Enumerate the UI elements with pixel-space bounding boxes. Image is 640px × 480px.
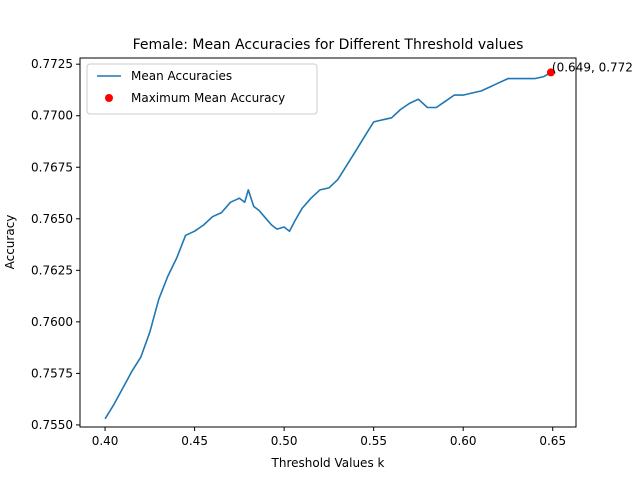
y-axis-label: Accuracy xyxy=(3,215,17,270)
y-tick-label: 0.7700 xyxy=(31,109,73,123)
legend-frame xyxy=(86,63,318,115)
series-line-mean-accuracies xyxy=(104,71,552,420)
x-tick-label: 0.50 xyxy=(271,434,298,448)
plot-area: (0.649, 0.772 xyxy=(79,57,633,428)
x-tick-label: 0.55 xyxy=(360,434,387,448)
legend-label-maximum: Maximum Mean Accuracy xyxy=(131,91,285,105)
legend-marker-swatch xyxy=(105,94,113,102)
y-tick-label: 0.7650 xyxy=(31,212,73,226)
y-tick-label: 0.7575 xyxy=(31,366,73,380)
maximum-annotation: (0.649, 0.772 xyxy=(552,60,633,74)
maximum-point xyxy=(546,68,555,77)
legend-label-mean-accuracies: Mean Accuracies xyxy=(131,69,232,83)
axis-ticks: 0.40 0.45 0.50 0.55 0.60 0.65 0.7550 0.7575 0.76… xyxy=(31,57,566,448)
legend: Mean Accuracies Maximum Mean Accuracy xyxy=(86,63,318,115)
axes-frame xyxy=(79,57,577,428)
y-tick-label: 0.7625 xyxy=(31,263,73,277)
y-tick-label: 0.7675 xyxy=(31,160,73,174)
y-tick-label: 0.7725 xyxy=(31,57,73,71)
y-tick-label: 0.7600 xyxy=(31,315,73,329)
x-axis-label: Threshold Values k xyxy=(271,456,385,470)
x-tick-label: 0.65 xyxy=(539,434,566,448)
y-tick-label: 0.7550 xyxy=(31,418,73,432)
x-tick-label: 0.60 xyxy=(450,434,477,448)
x-tick-label: 0.40 xyxy=(92,434,119,448)
chart-title: Female: Mean Accuracies for Different Th… xyxy=(133,37,524,53)
x-tick-label: 0.45 xyxy=(181,434,208,448)
